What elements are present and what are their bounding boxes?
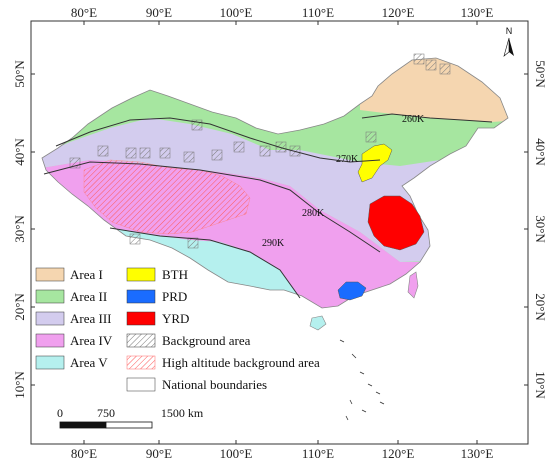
isotherm-label: 290K <box>262 238 285 249</box>
svg-text:BTH: BTH <box>162 267 188 282</box>
svg-text:Area V: Area V <box>70 355 108 370</box>
tick-label-right: 30°N <box>533 215 548 243</box>
north-arrow-icon: N <box>503 26 514 57</box>
tick-label-top: 130°E <box>461 5 494 20</box>
legend-item-high-altitude: High altitude background area <box>126 355 320 370</box>
svg-text:Area I: Area I <box>70 267 103 282</box>
tick-label-left: 30°N <box>12 215 27 243</box>
legend-item-area-i: Area I <box>35 267 103 282</box>
tick-label-bottom: 120°E <box>382 446 415 461</box>
tick-label-bottom: 110°E <box>302 446 334 461</box>
scale-label: 750 <box>97 406 115 420</box>
tick-label-top: 120°E <box>382 5 415 20</box>
isotherm-270k <box>55 117 381 163</box>
legend-item-area-ii: Area II <box>35 289 107 304</box>
svg-text:Area IV: Area IV <box>70 333 113 348</box>
legend-item-yrd: YRD <box>126 311 189 326</box>
tick-label-right: 10°N <box>533 371 548 399</box>
legend-item-area-v: Area V <box>35 355 108 370</box>
svg-text:Background area: Background area <box>162 333 251 348</box>
isotherm-260k <box>361 113 493 123</box>
tick-label-right: 40°N <box>533 138 548 166</box>
isotherm-lines <box>43 113 493 299</box>
tick-label-top: 100°E <box>220 5 253 20</box>
isotherm-label: 260K <box>402 114 425 125</box>
taiwan <box>407 271 419 299</box>
tick-label-left: 20°N <box>12 293 27 321</box>
isotherm-label: 270K <box>336 154 359 165</box>
region-yrd <box>367 195 425 251</box>
svg-text:High altitude background area: High altitude background area <box>162 355 320 370</box>
tick-label-top: 90°E <box>146 5 172 20</box>
svg-text:Area III: Area III <box>70 311 112 326</box>
south-sea-islands <box>339 339 385 421</box>
legend-item-prd: PRD <box>126 289 187 304</box>
svg-text:PRD: PRD <box>162 289 187 304</box>
region-prd <box>337 281 367 301</box>
legend-item-national-boundaries: National boundaries <box>126 377 267 392</box>
tick-label-left: 40°N <box>12 138 27 166</box>
axis-ticks <box>31 21 528 444</box>
north-label: N <box>506 26 513 36</box>
tick-label-bottom: 90°E <box>146 446 172 461</box>
svg-text:National boundaries: National boundaries <box>162 377 267 392</box>
svg-text:YRD: YRD <box>162 311 189 326</box>
legend-item-background-area: Background area <box>126 333 251 348</box>
isotherm-label: 280K <box>302 208 325 219</box>
scale-bar: 0 750 1500 km <box>57 406 204 429</box>
region-bth <box>357 143 393 183</box>
svg-text:Area II: Area II <box>70 289 107 304</box>
tick-label-left: 50°N <box>12 60 27 88</box>
scale-label: 0 <box>57 406 63 420</box>
legend-item-bth: BTH <box>126 267 188 282</box>
hainan <box>309 315 327 331</box>
isotherm-290k <box>109 227 301 299</box>
tick-label-top: 110°E <box>302 5 334 20</box>
tick-label-left: 10°N <box>12 371 27 399</box>
isotherm-280k <box>43 161 381 253</box>
legend-item-area-iii: Area III <box>35 311 112 326</box>
tick-label-top: 80°E <box>71 5 97 20</box>
tick-label-right: 50°N <box>533 60 548 88</box>
tick-label-right: 20°N <box>533 293 548 321</box>
tick-label-bottom: 80°E <box>71 446 97 461</box>
scale-label: 1500 km <box>161 406 204 420</box>
tick-label-bottom: 130°E <box>461 446 494 461</box>
legend: Area I Area II Area III Area IV Area V B… <box>35 267 320 392</box>
tick-label-bottom: 100°E <box>220 446 253 461</box>
legend-item-area-iv: Area IV <box>35 333 113 348</box>
